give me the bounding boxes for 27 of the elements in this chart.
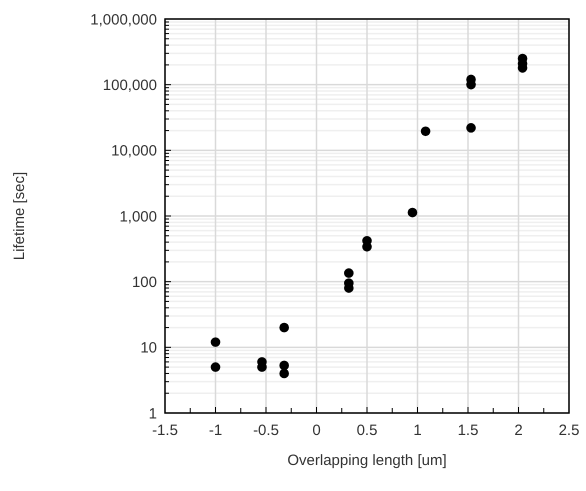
point [279,322,289,332]
point [420,126,430,136]
point [279,360,289,370]
x-tick-label: 0 [312,422,321,439]
y-tick-label: 10,000 [111,142,157,160]
point [408,208,418,218]
y-tick-label: 1,000,000 [90,11,157,28]
x-tick-label: 2 [514,422,523,439]
point [344,268,354,278]
point [210,337,220,347]
x-tick-label: 0.5 [356,422,378,439]
x-tick-label: 2.5 [558,422,580,439]
y-tick-label: 10 [140,340,157,357]
x-tick-label: -1.5 [152,422,178,439]
y-tick-label: 100,000 [102,76,157,94]
x-tick-label: 1 [413,422,422,439]
y-tick-label: 1 [148,405,157,422]
y-tick-label: 1,000 [119,208,157,226]
point [466,123,476,133]
x-tick-label: -0.5 [253,422,279,439]
x-axis-title: Overlapping length [um] [287,452,447,469]
y-tick-label: 100 [132,274,157,291]
y-axis-title: Lifetime [sec] [11,172,28,260]
x-tick-label: -1 [208,422,222,439]
point [279,368,289,378]
point [210,362,220,372]
x-tick-label: 1.5 [458,422,478,439]
